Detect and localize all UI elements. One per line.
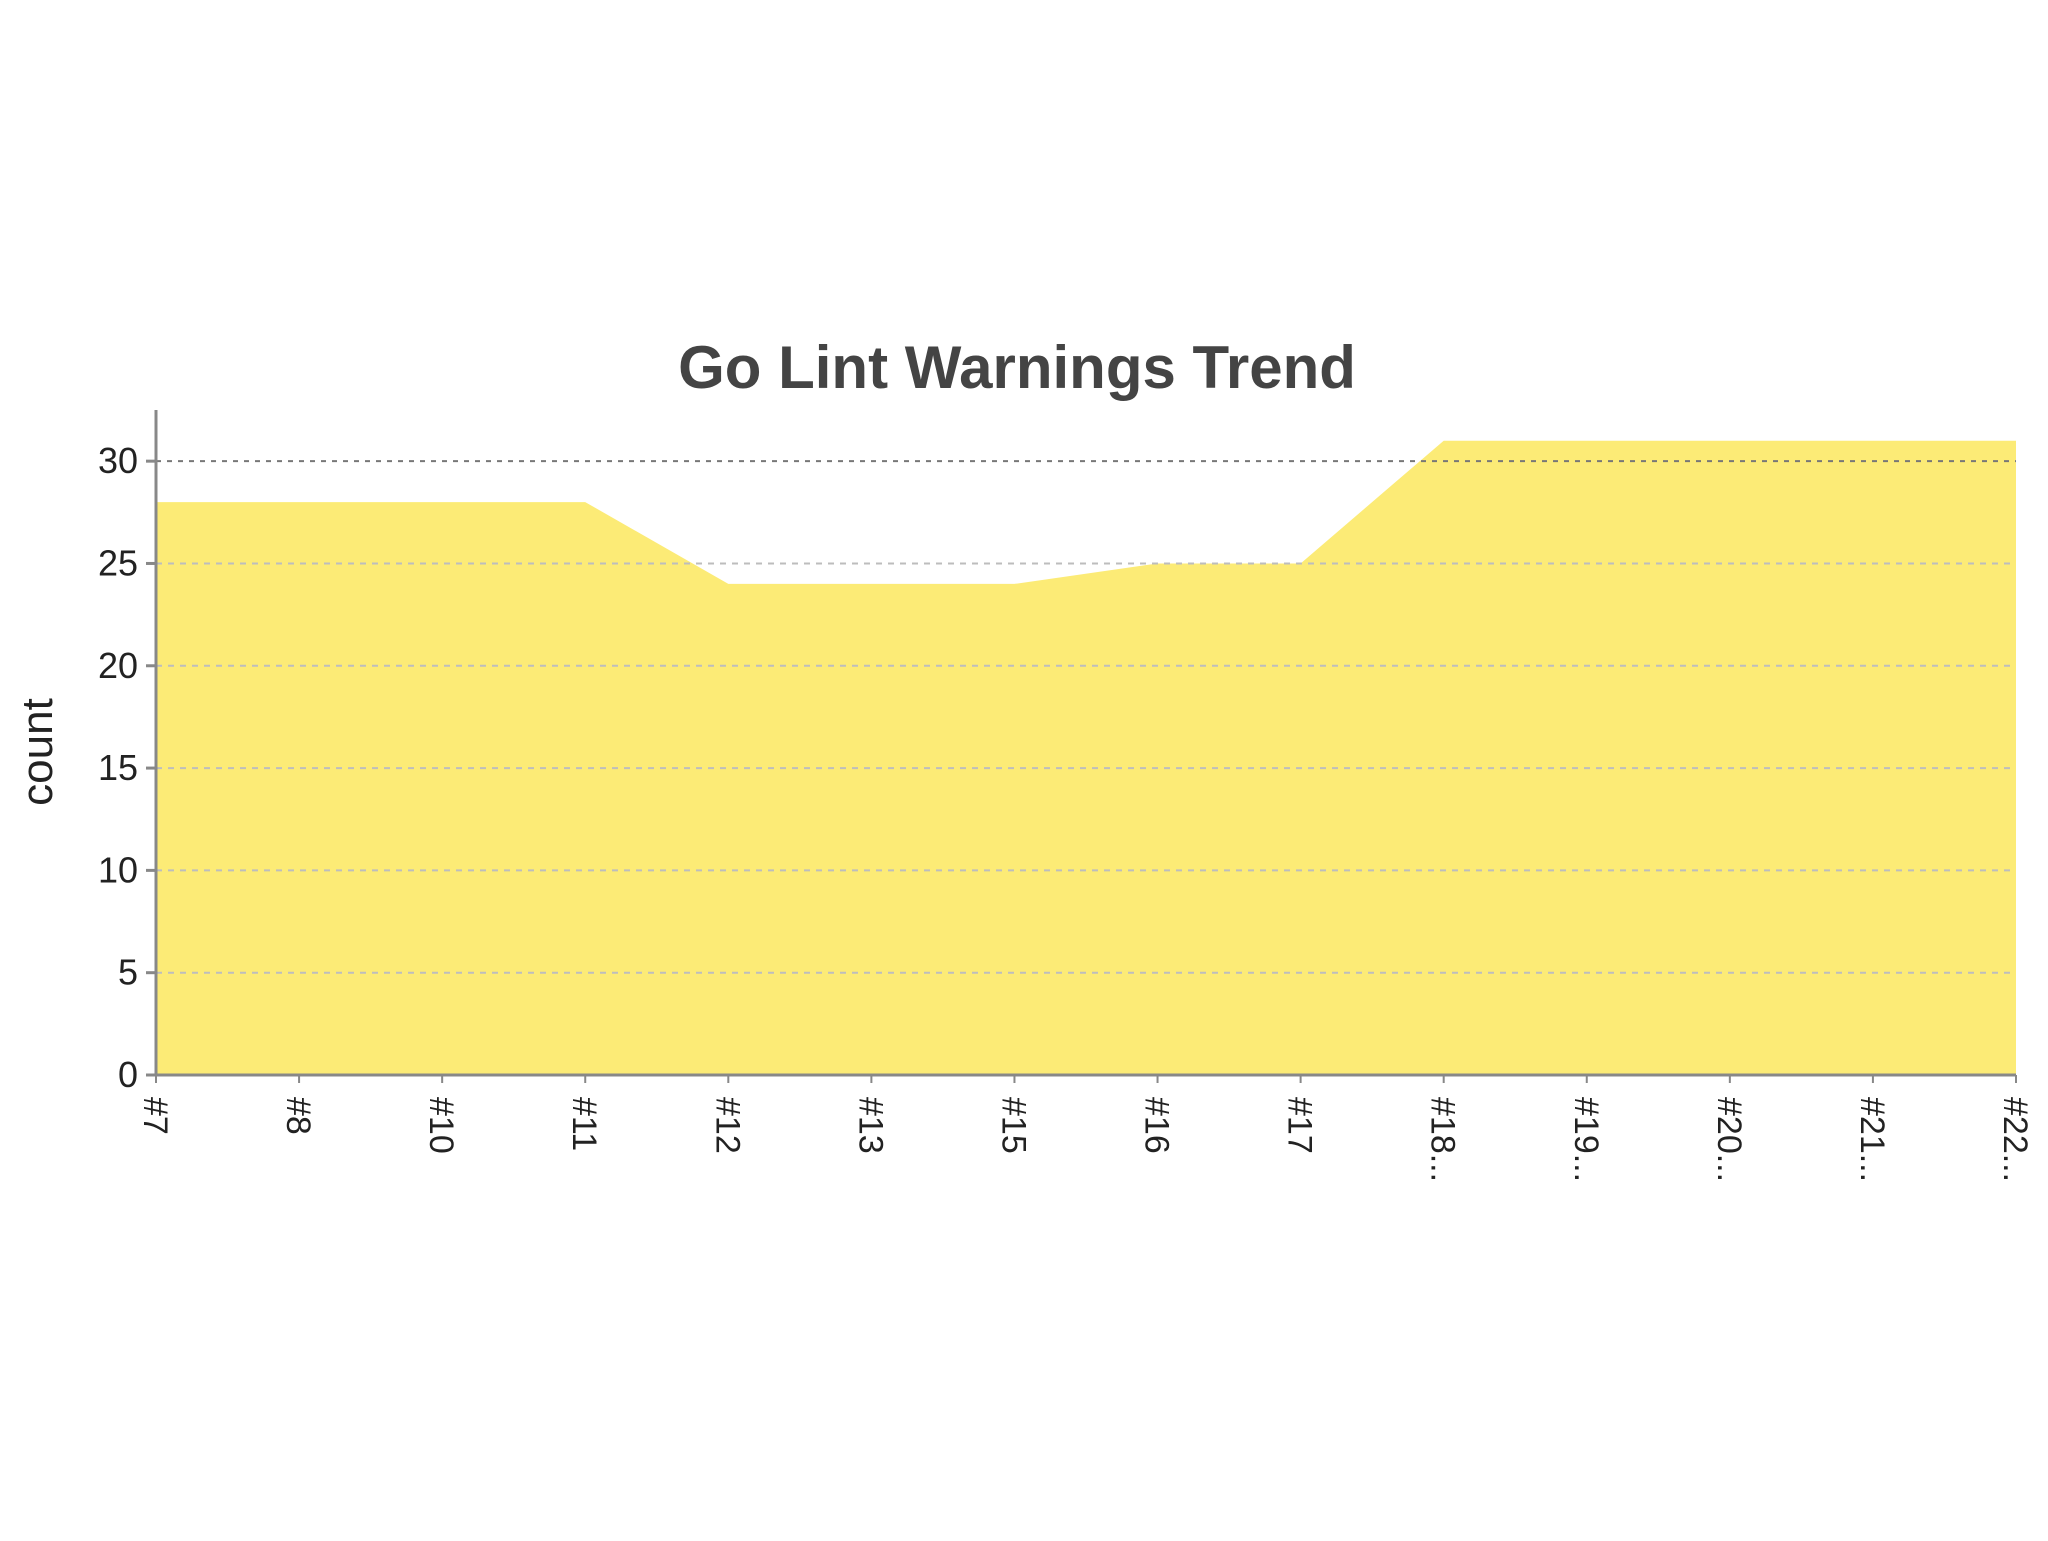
y-axis-ticks: 0 5 10 15 20 25 30: [98, 440, 156, 1095]
x-tick-label-5: #13: [851, 1097, 889, 1154]
y-tick-label-0: 0: [118, 1054, 138, 1095]
series-area-group: [156, 440, 2016, 1075]
x-tick-label-4: #12: [708, 1097, 746, 1154]
x-tick-label-3: #11: [565, 1097, 603, 1151]
x-tick-label-13: #22...: [1996, 1097, 2034, 1182]
y-tick-label-5: 5: [118, 952, 138, 993]
x-tick-label-10: #19...: [1567, 1097, 1605, 1182]
y-tick-label-10: 10: [98, 849, 138, 890]
x-tick-label-6: #15: [994, 1097, 1032, 1154]
x-axis-ticks: #7 #8 #10 #11 #12 #13 #15 #16 #17 #18... #19... #20…: [136, 1075, 2034, 1182]
series-area-0: [156, 440, 2016, 1075]
axes: [154, 410, 2016, 1077]
x-tick-label-7: #16: [1138, 1097, 1176, 1154]
y-tick-label-15: 15: [98, 747, 138, 788]
chart-title: Go Lint Warnings Trend: [678, 334, 1356, 401]
x-tick-label-8: #17: [1281, 1097, 1319, 1154]
y-axis-label: count: [13, 698, 62, 806]
grid-lines: [156, 460, 2016, 974]
x-tick-label-1: #8: [279, 1097, 317, 1135]
x-tick-label-9: #18...: [1424, 1097, 1462, 1182]
x-tick-label-11: #20...: [1710, 1097, 1748, 1182]
y-tick-label-20: 20: [98, 645, 138, 686]
y-tick-label-30: 30: [98, 440, 138, 481]
x-tick-label-2: #10: [422, 1097, 460, 1154]
x-tick-label-0: #7: [136, 1097, 174, 1135]
y-tick-label-25: 25: [98, 542, 138, 583]
x-tick-label-12: #21...: [1853, 1097, 1891, 1182]
